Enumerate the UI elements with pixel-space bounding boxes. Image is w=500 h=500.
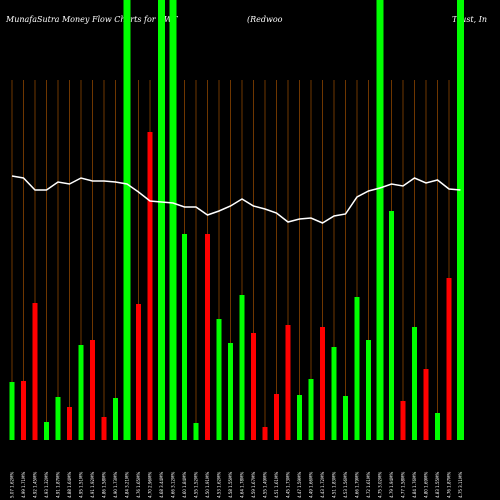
bar [136,304,141,440]
bar [44,422,49,440]
x-tick-label: 4.76 1.87M% [447,471,452,498]
x-tick-label: 4.77 1.58M% [401,471,406,498]
x-tick-label: 4.68 3.44M% [159,471,164,498]
x-tick-label: 4.59 1.67M% [251,471,256,498]
x-tick-label: 4.86 1.58M% [102,471,107,498]
x-tick-label: 4.45 1.73M% [286,471,291,498]
chart-title-right: Trust, In [452,15,487,24]
bar [182,234,187,440]
bar [169,0,177,440]
bar [308,379,314,440]
bar [193,423,199,440]
x-tick-label: 4.91 1.87M% [56,471,61,498]
x-tick-label: 4.75 3.11M% [458,471,463,498]
x-tick-label: 4.55 1.52M% [194,471,199,498]
x-tick-label: 4.43 1.72M% [320,471,325,498]
x-tick-label: 4.51 1.83M% [332,471,337,498]
x-tick-label: 4.93 1.32M% [44,471,49,498]
x-tick-label: 4.49 1.66M% [309,471,314,498]
bar [354,297,360,440]
x-tick-label: 4.91 1.92M% [90,471,95,498]
bar [90,340,95,440]
bar [423,369,429,440]
bar [158,0,165,440]
price-line [11,175,461,224]
bar [216,319,222,440]
x-tick-label: 4.88 1.64M% [67,471,72,498]
bar [123,0,131,440]
bar [55,397,61,440]
x-tick-label: 4.47 1.59M% [297,471,302,498]
bar [262,427,268,440]
bar [457,0,464,440]
bar [251,333,256,440]
x-tick-label: 4.64 1.78M% [240,471,245,498]
x-tick-label: 4.83 1.55M% [435,471,440,498]
bar [412,327,417,440]
x-tick-label: 4.90 1.73M% [113,471,118,498]
bar [435,413,440,440]
bar [274,394,279,440]
bar [78,345,84,440]
bar [205,234,210,440]
x-tick-label: 4.99 1.71M% [21,471,26,498]
x-tick-label: 4.58 1.55M% [228,471,233,498]
x-tick-label: 4.75 3.02M% [378,471,383,498]
bar [113,398,118,440]
x-tick-label: 4.60 1.84M% [182,471,187,498]
chart-subtitle: (Redwoo [247,15,283,24]
bar [366,340,371,440]
x-tick-label: 4.53 1.56M% [343,471,348,498]
x-tick-label: 4.79 1.94M% [389,471,394,498]
bar [389,211,394,440]
bar [32,303,38,440]
x-tick-label: 4.76 1.65M% [136,471,141,498]
x-tick-label: 4.84 3.21M% [125,471,130,498]
bar [320,327,325,440]
x-tick-label: 4.66 3.12M% [171,471,176,498]
x-tick-label: 4.51 1.61M% [274,471,279,498]
bar [147,132,153,440]
x-tick-label: 4.72 1.61M% [366,471,371,498]
x-tick-label: 4.80 1.69M% [424,471,429,498]
bar [101,417,107,440]
x-tick-label: 4.55 1.49M% [263,471,268,498]
chart-title: MunafaSutra Money Flow Charts for RWT [5,15,178,24]
bar [228,343,233,440]
x-tick-label: 4.92 1.45M% [33,471,38,498]
bar [9,382,15,440]
x-tick-label: 4.53 1.62M% [217,471,222,498]
bar [400,401,406,440]
x-tick-label: 4.66 1.79M% [355,471,360,498]
bar [285,325,291,440]
x-tick-label: 5.07 1.62M% [10,471,15,498]
bar [446,278,452,440]
bar [297,395,302,440]
bar [331,347,337,440]
x-tick-label: 4.95 1.51M% [79,471,84,498]
bar [239,295,245,440]
bar [67,407,72,440]
bar [343,396,348,440]
x-tick-label: 4.70 2.96M% [148,471,153,498]
x-tick-label: 4.84 1.76M% [412,471,417,498]
bar [376,0,384,440]
x-tick-label: 4.50 1.91M% [205,471,210,498]
bar [21,381,26,440]
